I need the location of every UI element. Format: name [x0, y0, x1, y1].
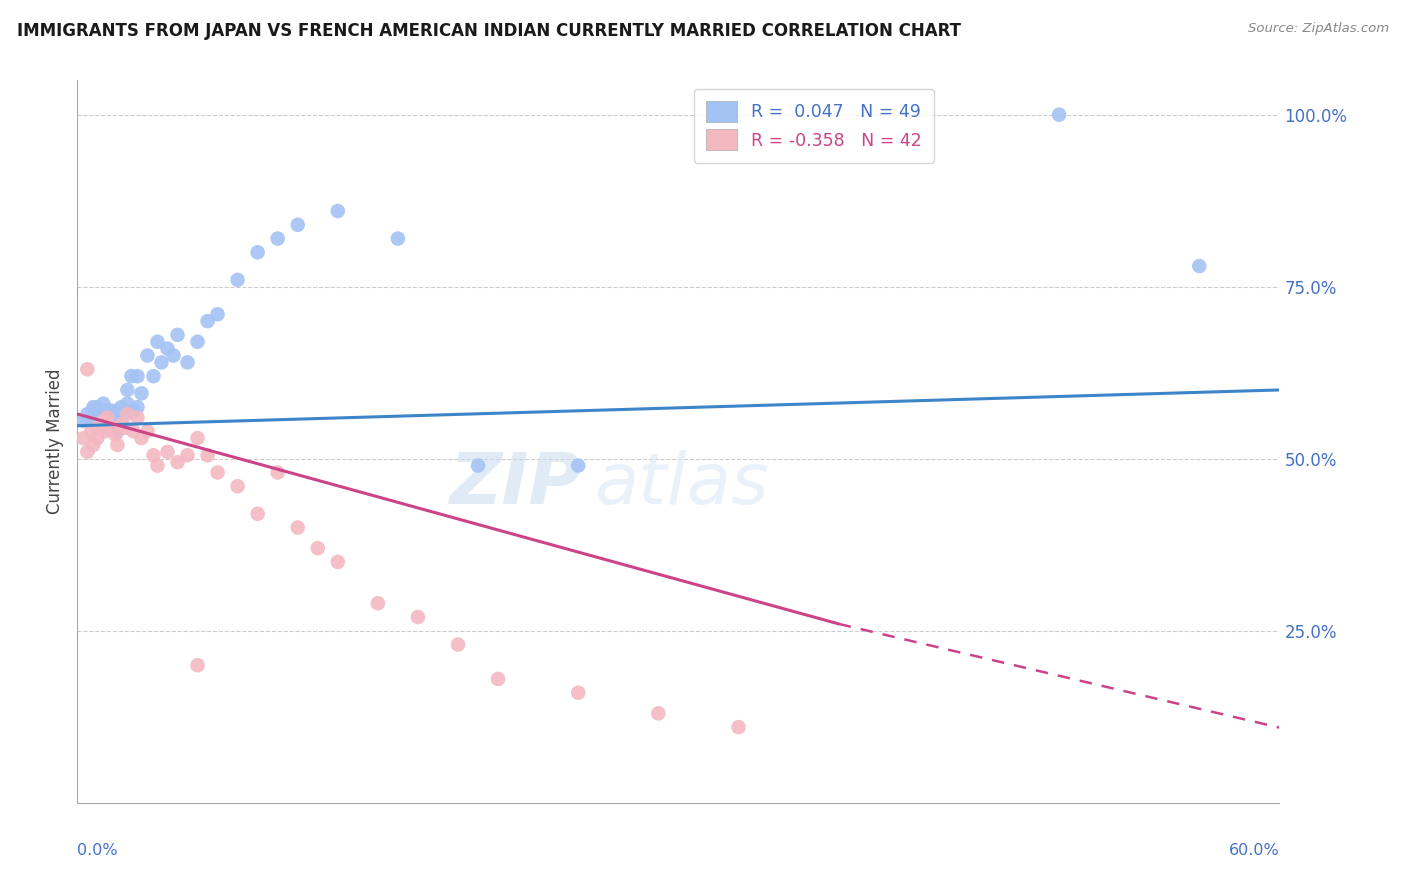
Point [80, 410, 103, 425]
Point [76, 445, 98, 459]
Point [246, 245, 269, 260]
Point [162, 349, 184, 363]
Point [96, 410, 118, 425]
Point [186, 334, 209, 349]
Point [267, 231, 290, 245]
Point [406, 610, 429, 624]
Point [107, 424, 129, 438]
Point [567, 458, 589, 473]
Point [267, 466, 290, 480]
Point [86, 400, 108, 414]
Point [82, 403, 104, 417]
Point [107, 403, 129, 417]
Point [104, 427, 127, 442]
Point [82, 438, 104, 452]
Point [76, 414, 98, 428]
Point [1047, 108, 1070, 122]
Point [486, 672, 509, 686]
Point [287, 218, 309, 232]
Point [72, 414, 94, 428]
Point [93, 414, 115, 428]
Point [93, 397, 115, 411]
Point [82, 400, 104, 414]
Point [110, 400, 132, 414]
Point [197, 314, 219, 328]
Point [1188, 259, 1211, 273]
Text: Source: ZipAtlas.com: Source: ZipAtlas.com [1249, 22, 1389, 36]
Point [86, 407, 108, 421]
Point [226, 479, 249, 493]
Point [103, 417, 125, 432]
Point [156, 342, 179, 356]
Text: 60.0%: 60.0% [1229, 843, 1279, 857]
Point [246, 507, 269, 521]
Text: IMMIGRANTS FROM JAPAN VS FRENCH AMERICAN INDIAN CURRENTLY MARRIED CORRELATION CH: IMMIGRANTS FROM JAPAN VS FRENCH AMERICAN… [17, 22, 960, 40]
Text: atlas: atlas [595, 450, 769, 519]
Y-axis label: Currently Married: Currently Married [46, 368, 65, 515]
Point [176, 448, 198, 462]
Point [136, 349, 159, 363]
Point [197, 448, 219, 462]
Point [94, 424, 117, 438]
Point [156, 445, 179, 459]
Point [146, 458, 169, 473]
Point [307, 541, 329, 556]
Point [86, 403, 108, 417]
Point [142, 448, 165, 462]
Point [96, 421, 118, 435]
Point [176, 355, 198, 369]
Point [326, 204, 349, 219]
Point [226, 273, 249, 287]
Point [131, 386, 153, 401]
Point [112, 407, 135, 421]
Point [142, 369, 165, 384]
Point [117, 383, 139, 397]
Point [166, 327, 188, 342]
Point [117, 397, 139, 411]
Point [186, 431, 209, 445]
Point [76, 407, 98, 421]
Point [80, 424, 103, 438]
Point [127, 410, 149, 425]
Point [136, 424, 159, 438]
Point [131, 431, 153, 445]
Point [96, 403, 118, 417]
Legend: R =  0.047   N = 49, R = -0.358   N = 42: R = 0.047 N = 49, R = -0.358 N = 42 [695, 89, 934, 162]
Point [567, 686, 589, 700]
Point [90, 421, 112, 435]
Point [326, 555, 349, 569]
Point [76, 362, 98, 376]
Point [447, 638, 470, 652]
Point [117, 407, 139, 421]
Point [166, 455, 188, 469]
Point [647, 706, 669, 721]
Point [114, 421, 136, 435]
Point [207, 307, 229, 321]
Point [186, 658, 209, 673]
Point [150, 355, 173, 369]
Point [207, 466, 229, 480]
Point [96, 410, 118, 425]
Point [387, 231, 409, 245]
Text: ZIP: ZIP [450, 450, 582, 519]
Point [107, 438, 129, 452]
Point [467, 458, 489, 473]
Point [72, 431, 94, 445]
Point [107, 410, 129, 425]
Point [120, 369, 142, 384]
Point [110, 417, 132, 432]
Point [122, 403, 145, 417]
Point [146, 334, 169, 349]
Text: 0.0%: 0.0% [77, 843, 118, 857]
Point [367, 596, 389, 610]
Point [122, 424, 145, 438]
Point [727, 720, 749, 734]
Point [287, 520, 309, 534]
Point [86, 431, 108, 445]
Point [127, 400, 149, 414]
Point [127, 369, 149, 384]
Point [100, 421, 122, 435]
Point [100, 403, 122, 417]
Point [86, 421, 108, 435]
